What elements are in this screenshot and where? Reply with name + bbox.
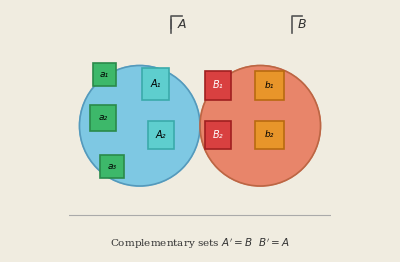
FancyBboxPatch shape (205, 121, 232, 149)
FancyBboxPatch shape (205, 71, 232, 100)
FancyBboxPatch shape (142, 68, 168, 100)
Text: B₂: B₂ (213, 130, 224, 140)
Text: a₁: a₁ (100, 70, 109, 79)
FancyBboxPatch shape (92, 63, 116, 86)
Text: A₁: A₁ (150, 79, 161, 89)
Circle shape (200, 66, 320, 186)
Text: A: A (178, 18, 186, 31)
FancyBboxPatch shape (255, 71, 284, 100)
Text: B₁: B₁ (213, 80, 224, 90)
FancyBboxPatch shape (255, 121, 284, 149)
Text: a₂: a₂ (98, 113, 108, 122)
Text: B: B (298, 18, 306, 31)
FancyBboxPatch shape (100, 155, 124, 178)
Text: A₂: A₂ (156, 130, 166, 140)
Text: Complementary sets $A'=B$  $B'=A$: Complementary sets $A'=B$ $B'=A$ (110, 237, 290, 251)
Circle shape (80, 66, 200, 186)
FancyBboxPatch shape (148, 121, 174, 149)
Text: a₃: a₃ (108, 162, 117, 171)
Text: b₁: b₁ (265, 81, 274, 90)
FancyBboxPatch shape (90, 105, 116, 131)
Text: b₂: b₂ (265, 130, 274, 139)
